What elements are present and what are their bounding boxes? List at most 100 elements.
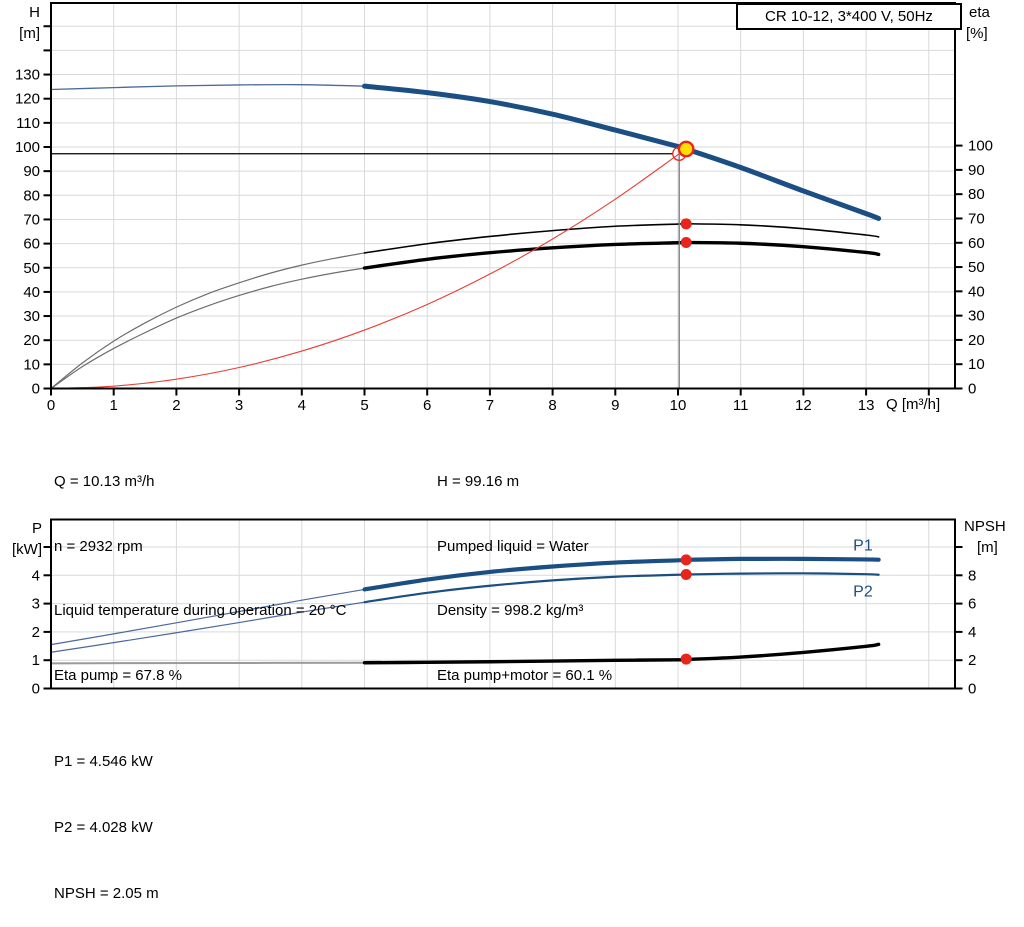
tick-label: 0 [32,681,40,698]
actual-duty-point [677,140,695,158]
x-axis-label: Q [m³/h] [886,396,941,413]
info-flow: Q = 10.13 m³/h [54,473,155,490]
tick-label: 80 [968,186,985,203]
y-right-axis-symbol: eta [969,4,990,21]
info-p1: P1 = 4.546 kW [54,753,153,770]
tick-label: 30 [968,308,985,325]
chart-group: 0102030405060708090100110120130010203040… [15,2,993,414]
info-pumped-liquid: Pumped liquid = Water [437,537,589,555]
tick-label: 2 [32,624,40,641]
tick-label: 50 [23,260,40,277]
tick-label: 7 [486,397,494,414]
info-eta-pump-motor: Eta pump+motor = 60.1 % [437,666,613,684]
tick-label: 2 [172,397,180,414]
info-npsh: NPSH = 2.05 m [54,885,159,902]
info-density: Density = 998.2 kg/m³ [437,602,584,619]
tick-label: 10 [23,356,40,373]
tick-label: 20 [23,332,40,349]
tick-label: 4 [298,397,306,414]
tick-label: 100 [968,138,993,155]
tick-label: 40 [968,283,985,300]
tick-label: 50 [968,259,985,276]
duty-markers [680,554,692,665]
pump-model-title: CR 10-12, 3*400 V, 50Hz [736,3,962,30]
tick-label: 110 [16,115,40,132]
tick-label: 40 [23,284,40,301]
eta-pump-motor-extension [50,267,366,390]
info-liquid-temperature: Liquid temperature during operation = 20… [54,602,347,619]
npsh-curve-extension [50,661,366,665]
npsh-curve [362,642,881,665]
series-curves: P1 P2 [50,538,881,665]
axis-ticks: 0 1 2 3 4 0 2 4 6 8 [32,546,976,698]
tick-label: 70 [23,211,40,228]
eta-pump-curve [363,222,880,254]
system-curve [50,148,687,390]
tick-label: 80 [23,187,40,204]
eta-pump-motor-point [680,237,692,249]
tick-label: 12 [795,397,812,414]
tick-label: 3 [235,397,243,414]
tick-label: 90 [23,163,40,180]
head-curve-extension [50,83,366,91]
power-info-panel: P1 = 4.546 kW P2 = 4.028 kW NPSH = 2.05 … [54,707,159,927]
eta-pump-point [680,218,692,230]
tick-label: 100 [15,139,40,156]
tick-label: 10 [670,397,687,414]
tick-label: 6 [423,397,431,414]
tick-label: 60 [968,235,985,252]
series-curves [50,83,882,390]
head-curve [362,83,882,221]
tick-label: 11 [733,397,749,414]
tick-label: 20 [968,332,985,349]
tick-label: 90 [968,162,985,179]
power-axis-unit: [kW] [12,541,42,558]
tick-label: 120 [15,91,40,108]
y-right-axis-unit: [%] [966,25,988,42]
info-head: H = 99.16 m [437,473,520,490]
tick-label: 1 [110,397,118,414]
duty-markers [672,140,695,249]
tick-label: 8 [968,567,976,584]
chart-group: P1 P2 0 1 2 3 4 0 2 4 6 8 [32,518,976,698]
p2-curve-extension [50,601,366,653]
y-left-axis-unit: [m] [19,25,40,42]
tick-label: 30 [23,308,40,325]
p1-curve-extension [50,588,366,646]
tick-label: 70 [968,210,985,227]
tick-label: 0 [47,397,55,414]
tick-label: 10 [968,356,985,373]
info-eta-pump: Eta pump = 67.8 % [54,666,182,684]
duty-info-right-column: H = 99.16 m Pumped liquid = Water Densit… [437,428,612,708]
eta-pump-motor-curve [362,240,881,270]
npsh-axis-unit: [m] [977,539,998,556]
npsh-duty-point [680,653,692,665]
tick-label: 130 [15,67,40,84]
p2-duty-point [680,569,692,581]
power-axis-symbol: P [31,520,42,537]
eta-pump-extension [50,252,366,390]
tick-label: 1 [32,652,40,669]
tick-label: 0 [968,681,976,698]
series-label-P1: P1 [853,538,873,555]
tick-label: 5 [360,397,368,414]
p1-duty-point [680,554,692,566]
tick-label: 6 [968,596,976,613]
y-left-axis-symbol: H [29,4,40,21]
tick-label: 9 [611,397,619,414]
p1-curve [362,556,881,592]
tick-label: 2 [968,652,976,669]
tick-label: 4 [968,624,976,641]
p2-curve [363,572,880,604]
tick-label: 3 [32,596,40,613]
info-p2: P2 = 4.028 kW [54,819,153,836]
tick-label: 0 [968,381,976,398]
axis-ticks: 0102030405060708090100110120130010203040… [15,25,993,414]
pump-curve-chart: 0102030405060708090100110120130010203040… [15,2,993,698]
tick-label: 4 [32,567,40,584]
tick-label: 60 [23,236,40,253]
info-speed: n = 2932 rpm [54,537,143,555]
tick-label: 13 [858,397,875,414]
tick-label: 8 [548,397,556,414]
duty-info-left-column: Q = 10.13 m³/h n = 2932 rpm Liquid tempe… [54,428,346,708]
